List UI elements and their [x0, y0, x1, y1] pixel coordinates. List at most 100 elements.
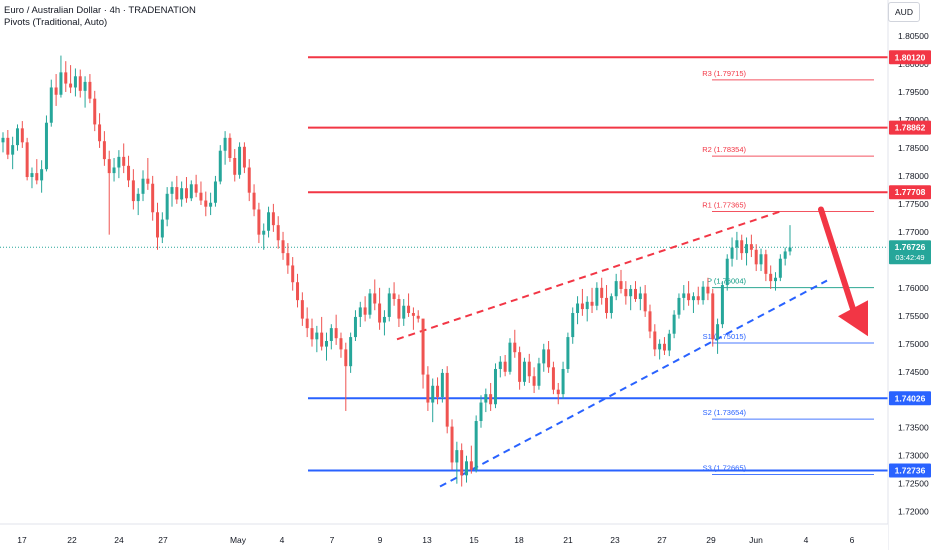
candle-body — [711, 293, 715, 340]
candle-body — [146, 178, 150, 184]
candle — [716, 318, 720, 354]
candle — [701, 281, 705, 305]
candle — [310, 318, 314, 347]
candle-body — [629, 288, 633, 297]
price-axis: 1.805001.800001.795001.790001.785001.780… — [887, 0, 932, 550]
resistance-level-tag — [889, 120, 931, 135]
candle-body — [44, 122, 48, 170]
candle-body — [672, 314, 676, 334]
candle-body — [489, 394, 493, 405]
candle — [667, 329, 671, 357]
candle — [619, 269, 623, 294]
price-tick-label: 1.80500 — [898, 31, 929, 41]
candle-body — [233, 157, 237, 175]
candle-body — [479, 402, 483, 422]
candle — [392, 282, 396, 306]
candle — [271, 203, 275, 232]
candle-body — [300, 300, 304, 319]
candle-body — [329, 328, 333, 341]
candle — [653, 324, 657, 357]
price-axis-bg — [888, 0, 932, 550]
time-axis-bg — [0, 524, 888, 550]
candle — [286, 243, 290, 274]
candle — [368, 288, 372, 319]
candle — [324, 332, 328, 361]
candle-body — [759, 254, 763, 265]
candle — [745, 237, 749, 266]
pivot-label: S2 (1.73654) — [703, 408, 747, 417]
candle — [257, 202, 261, 244]
candle-body — [716, 324, 720, 340]
candle — [672, 310, 676, 339]
candle-body — [740, 240, 744, 254]
pivot-label: R3 (1.79715) — [702, 69, 746, 78]
candle-body — [262, 230, 266, 235]
candle — [605, 285, 609, 319]
candle — [387, 287, 391, 322]
candle — [522, 357, 526, 386]
candle-body — [49, 87, 53, 123]
candle-body — [682, 293, 686, 298]
candle-body — [209, 202, 213, 207]
candle — [450, 419, 454, 470]
candle — [547, 340, 551, 373]
candle-body — [469, 461, 473, 470]
candle — [267, 206, 271, 238]
candle — [754, 244, 758, 272]
currency-button[interactable]: AUD — [888, 2, 920, 22]
candle-body — [358, 307, 362, 317]
candle — [218, 145, 222, 185]
candle-body — [440, 372, 444, 397]
candle — [643, 285, 647, 317]
candle-body — [609, 296, 613, 314]
candle-body — [397, 299, 401, 319]
price-tick-label: 1.72500 — [898, 479, 929, 489]
candle — [344, 342, 348, 411]
candle — [233, 149, 237, 182]
candle-body — [537, 363, 541, 386]
date-tick-label: 24 — [114, 535, 124, 545]
resistance-level-tag — [889, 50, 931, 65]
candle — [25, 137, 29, 181]
candle — [184, 177, 188, 203]
channel-upper-line — [396, 209, 784, 341]
candle-body — [131, 180, 135, 202]
candle-body — [15, 128, 19, 146]
candle-body — [503, 361, 507, 372]
date-tick-label: 17 — [17, 535, 27, 545]
candle-body — [353, 316, 357, 338]
candles — [1, 55, 792, 487]
candle-body — [498, 361, 502, 369]
candle — [146, 157, 150, 190]
candle-body — [78, 76, 82, 91]
candle — [411, 307, 415, 330]
candle — [518, 346, 522, 390]
candle-body — [648, 311, 652, 332]
candle — [238, 142, 242, 179]
support-level-tag — [889, 391, 931, 406]
candle — [223, 131, 227, 165]
date-tick-label: 6 — [850, 535, 855, 545]
price-tick-label: 1.78500 — [898, 143, 929, 153]
candle — [537, 357, 541, 390]
candle-body — [411, 313, 415, 316]
candle — [54, 74, 58, 106]
candle-body — [11, 145, 15, 155]
candle-body — [421, 318, 425, 375]
candle-body — [156, 212, 159, 238]
candle-body — [286, 253, 290, 266]
candle — [551, 361, 555, 395]
candle — [151, 175, 155, 221]
candle-body — [151, 183, 155, 213]
date-tick-label: 7 — [330, 535, 335, 545]
candle-body — [276, 225, 280, 241]
candle — [527, 353, 531, 383]
candle-body — [368, 293, 372, 315]
candle-body — [653, 331, 657, 350]
candle-body — [508, 342, 512, 372]
candle — [638, 286, 642, 311]
candle — [102, 131, 106, 166]
candle-body — [518, 352, 522, 382]
